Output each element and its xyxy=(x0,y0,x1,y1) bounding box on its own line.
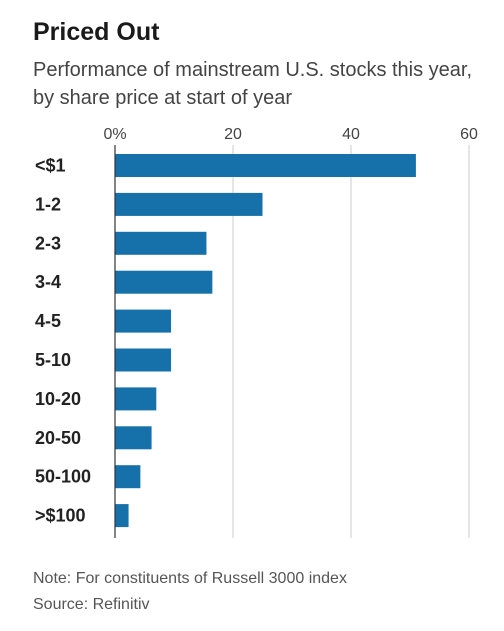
category-label: 20-50 xyxy=(35,428,81,448)
category-label: 2-3 xyxy=(35,233,61,253)
category-label: 5-10 xyxy=(35,350,71,370)
bar xyxy=(115,348,172,372)
bar xyxy=(115,309,172,333)
x-tick-label: 0% xyxy=(103,126,126,143)
bar xyxy=(115,231,207,255)
chart-title: Priced Out xyxy=(33,18,160,46)
category-label: >$100 xyxy=(35,506,86,526)
x-tick-label: 20 xyxy=(224,126,242,143)
bar xyxy=(115,270,213,294)
category-label: 1-2 xyxy=(35,194,61,214)
x-axis-ticks: 0% 20 40 60 xyxy=(103,126,478,143)
category-label: <$1 xyxy=(35,156,66,176)
bar xyxy=(115,504,129,528)
bar xyxy=(115,387,157,411)
bar xyxy=(115,192,263,216)
bar-chart: 0% 20 40 60 <$1 1-2 2-3 3-4 4-5 5-10 10-20 20-50 50… xyxy=(35,126,478,538)
x-tick-label: 60 xyxy=(460,126,478,143)
x-tick-label: 40 xyxy=(342,126,360,143)
bar xyxy=(115,154,416,177)
chart-source: Source: Refinitiv xyxy=(33,596,150,613)
category-labels: <$1 1-2 2-3 3-4 4-5 5-10 10-20 20-50 50-100 >$100 xyxy=(35,156,91,526)
chart-subtitle: Performance of mainstream U.S. stocks th… xyxy=(33,59,473,109)
category-label: 10-20 xyxy=(35,389,81,409)
bar xyxy=(115,465,141,489)
category-label: 3-4 xyxy=(35,272,61,292)
bar xyxy=(115,426,152,450)
category-label: 50-100 xyxy=(35,467,91,487)
bars xyxy=(115,154,416,528)
category-label: 4-5 xyxy=(35,311,61,331)
chart-note: Note: For constituents of Russell 3000 i… xyxy=(33,570,347,587)
gridlines xyxy=(232,145,470,538)
